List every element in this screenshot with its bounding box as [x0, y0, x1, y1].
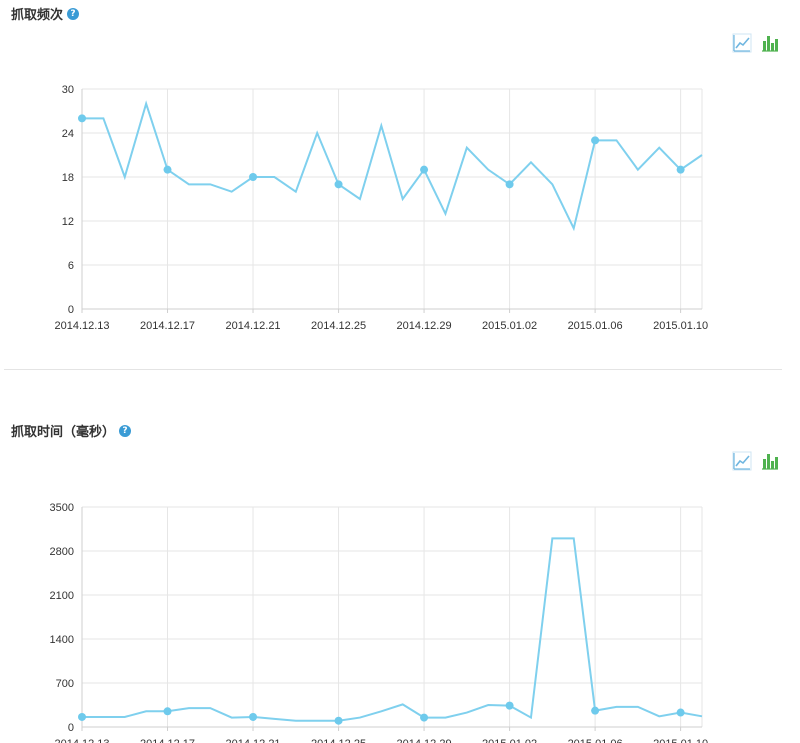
x-tick-label: 2014.12.29 — [397, 738, 452, 743]
data-point — [676, 708, 685, 717]
data-point — [78, 114, 86, 123]
line-chart-icon[interactable] — [732, 451, 752, 471]
section-title-duration: 抓取时间（毫秒） ? — [11, 421, 132, 440]
series-line — [82, 537, 703, 722]
frequency-chart: 0 6 12 18 24 30 2014.12.13 2014.12.17 2014.12.21… — [54, 84, 708, 332]
y-tick-label: 12 — [62, 216, 74, 228]
chart-type-toolbar — [732, 451, 780, 471]
frequency-title: 抓取频次 — [11, 7, 64, 22]
data-point — [420, 713, 429, 722]
x-tick-label: 2014.12.17 — [140, 320, 195, 332]
y-tick-label: 3500 — [50, 502, 74, 514]
section-title-frequency: 抓取频次 ? — [11, 4, 80, 23]
y-tick-label: 2800 — [50, 546, 74, 558]
bar-chart-icon[interactable] — [760, 33, 780, 53]
data-point — [505, 701, 514, 710]
help-icon[interactable]: ? — [119, 424, 132, 437]
y-tick-label: 30 — [62, 84, 74, 96]
data-point — [676, 165, 685, 174]
x-tick-label: 2014.12.21 — [226, 320, 281, 332]
data-point — [249, 173, 258, 181]
x-tick-label: 2014.12.25 — [311, 738, 366, 743]
data-point — [591, 706, 600, 715]
help-icon[interactable]: ? — [67, 7, 80, 20]
x-tick-label: 2015.01.02 — [482, 320, 537, 332]
data-point — [78, 712, 86, 721]
series-line — [82, 100, 703, 232]
data-point — [334, 180, 343, 189]
data-point — [505, 180, 514, 189]
x-tick-label: 2014.12.13 — [54, 320, 109, 332]
x-tick-label: 2015.01.10 — [653, 320, 708, 332]
x-tick-label: 2015.01.06 — [568, 320, 623, 332]
y-tick-label: 24 — [62, 128, 74, 140]
data-point — [420, 165, 429, 174]
data-point — [163, 707, 172, 716]
duration-chart: 0 700 1400 2100 2800 3500 2014.12.13 2014.12.17… — [50, 502, 709, 743]
x-tick-label: 2015.01.10 — [653, 738, 708, 743]
data-point — [249, 712, 258, 721]
data-point — [334, 716, 343, 725]
section-divider — [4, 369, 782, 370]
x-tick-label: 2014.12.13 — [54, 738, 109, 743]
x-tick-label: 2014.12.17 — [140, 738, 195, 743]
x-tick-label: 2015.01.02 — [482, 738, 537, 743]
x-tick-label: 2015.01.06 — [568, 738, 623, 743]
data-point — [591, 136, 600, 145]
bar-chart-icon[interactable] — [760, 451, 780, 471]
y-tick-label: 0 — [68, 304, 74, 316]
duration-title: 抓取时间（毫秒） — [11, 424, 116, 439]
x-tick-label: 2014.12.29 — [397, 320, 452, 332]
y-tick-label: 6 — [68, 260, 74, 272]
x-tick-label: 2014.12.25 — [311, 320, 366, 332]
x-tick-label: 2014.12.21 — [226, 738, 281, 743]
y-tick-label: 700 — [56, 678, 74, 690]
y-tick-label: 2100 — [50, 590, 74, 602]
y-tick-label: 0 — [68, 722, 74, 734]
y-tick-label: 18 — [62, 172, 74, 184]
line-chart-icon[interactable] — [732, 33, 752, 53]
chart-type-toolbar — [732, 33, 780, 53]
data-point — [163, 165, 172, 174]
y-tick-label: 1400 — [50, 634, 74, 646]
